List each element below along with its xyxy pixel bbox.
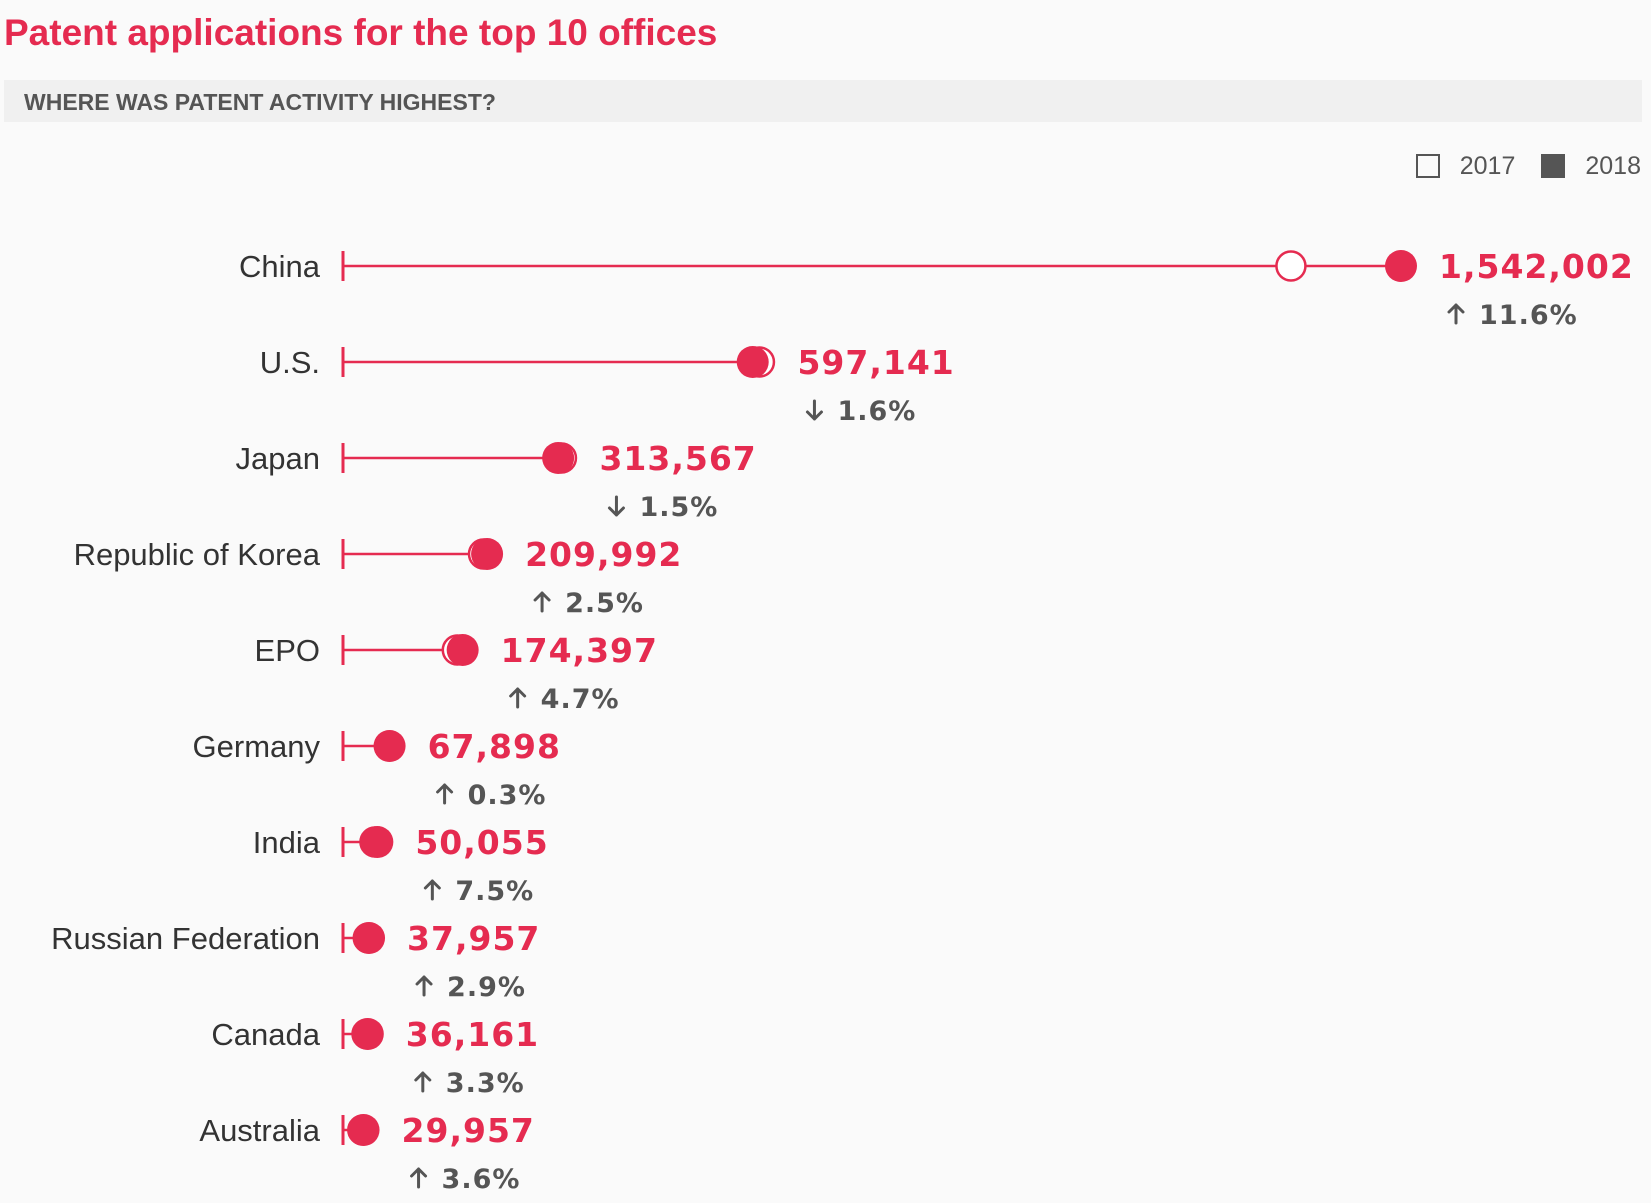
dot-2018 [361, 826, 394, 858]
category-label: Japan [236, 441, 320, 476]
dot-2018 [373, 730, 406, 762]
dot-2018 [351, 1018, 384, 1050]
category-label: EPO [255, 633, 320, 668]
change-label: 4.7% [541, 684, 620, 715]
legend-item-2018: 2018 [1541, 152, 1641, 181]
value-label: 313,567 [599, 439, 756, 478]
value-label: 29,957 [402, 1111, 535, 1150]
legend: 2017 2018 [1390, 150, 1641, 182]
arrow-up-icon [423, 879, 441, 901]
arrow-down-icon [805, 399, 823, 421]
arrow-up-icon [1447, 303, 1465, 325]
dot-2018 [446, 634, 479, 666]
subtitle-bar: WHERE WAS PATENT ACTIVITY HIGHEST? [4, 80, 1642, 122]
category-label: Australia [199, 1113, 320, 1148]
value-label: 1,542,002 [1439, 247, 1634, 286]
value-label: 67,898 [428, 727, 561, 766]
dot-2018 [471, 538, 504, 570]
category-label: Canada [211, 1017, 320, 1052]
legend-swatch-filled [1541, 154, 1566, 178]
dot-2018 [736, 346, 769, 378]
legend-label-2018: 2018 [1585, 151, 1641, 180]
legend-swatch-open [1415, 154, 1440, 178]
dot-2017 [1275, 250, 1307, 282]
arrow-down-icon [607, 495, 625, 517]
category-label: Republic of Korea [74, 537, 321, 572]
category-label: U.S. [260, 345, 320, 380]
change-label: 1.6% [837, 396, 916, 427]
arrow-up-icon [410, 1167, 428, 1189]
value-label: 50,055 [415, 823, 548, 862]
value-label: 36,161 [406, 1015, 539, 1054]
change-label: 2.5% [565, 588, 644, 619]
arrow-up-icon [415, 975, 433, 997]
change-label: 0.3% [468, 780, 547, 811]
dot-2018 [347, 1114, 380, 1146]
change-label: 1.5% [639, 492, 718, 523]
change-label: 7.5% [455, 876, 534, 907]
dot-2018 [353, 922, 386, 954]
legend-item-2017: 2017 [1415, 151, 1516, 181]
category-label: China [239, 249, 321, 284]
category-label: Russian Federation [51, 921, 320, 956]
arrow-up-icon [509, 687, 527, 709]
value-label: 209,992 [525, 535, 682, 574]
change-label: 11.6% [1479, 300, 1578, 331]
arrow-up-icon [414, 1071, 432, 1093]
dot-2018 [542, 442, 575, 474]
legend-label-2017: 2017 [1459, 151, 1516, 180]
chart-subtitle: WHERE WAS PATENT ACTIVITY HIGHEST? [24, 89, 496, 115]
chart-title: Patent applications for the top 10 offic… [4, 12, 718, 53]
category-label: Germany [193, 729, 321, 764]
arrow-up-icon [533, 591, 551, 613]
change-label: 3.3% [446, 1068, 525, 1099]
value-label: 597,141 [797, 343, 954, 382]
change-label: 2.9% [447, 972, 526, 1003]
category-label: India [253, 825, 321, 860]
arrow-up-icon [436, 783, 454, 805]
dot-2018 [1385, 250, 1417, 282]
change-label: 3.6% [442, 1164, 521, 1195]
value-label: 37,957 [407, 919, 540, 958]
value-label: 174,397 [501, 631, 658, 670]
